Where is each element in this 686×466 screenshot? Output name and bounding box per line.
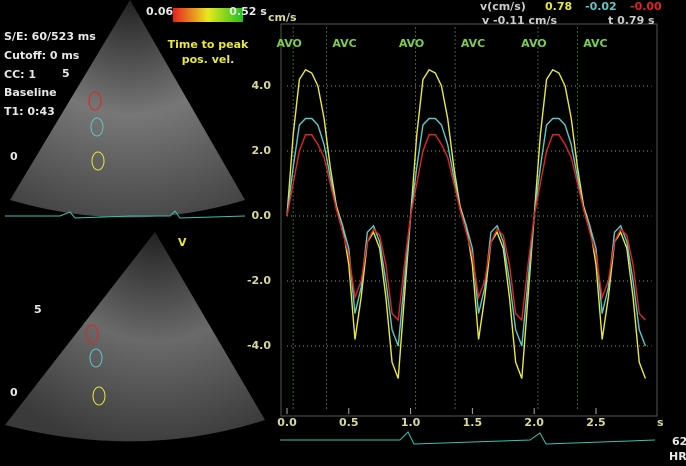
event-label: AVO <box>521 37 546 50</box>
screen: S/E: 60/523 ms Cutoff: 0 ms CC: 1 Baseli… <box>0 0 686 466</box>
depth-label: 0 <box>10 386 18 399</box>
info: Cutoff: 0 ms <box>4 49 80 62</box>
depth-label: 5 <box>62 67 70 80</box>
echo-image-bottom <box>5 232 265 441</box>
y-axis-label: cm/s <box>268 11 297 24</box>
header: -0.02 <box>585 0 617 13</box>
x-tick-label: 1.5 <box>463 416 483 429</box>
y-tick-label: 2.0 <box>252 144 272 157</box>
info: Baseline <box>4 86 57 99</box>
x-tick-label: 0.5 <box>339 416 359 429</box>
scale-title: pos. vel. <box>182 53 235 66</box>
y-tick-label: -2.0 <box>247 274 271 287</box>
plot-frame <box>281 24 657 416</box>
y-tick-label: 0.0 <box>252 209 272 222</box>
x-tick-label: 2.5 <box>586 416 606 429</box>
scale-title: Time to peak <box>168 38 249 51</box>
scale-label: 0.06 <box>146 5 173 18</box>
info: T1: 0:43 <box>4 105 55 118</box>
info: S/E: 60/523 ms <box>4 30 96 43</box>
info: CC: 1 <box>4 68 36 81</box>
event-label: AVC <box>583 37 607 50</box>
x-tick-label: 1.0 <box>401 416 421 429</box>
header: v -0.11 cm/s <box>482 14 558 27</box>
event-label: AVC <box>461 37 485 50</box>
depth-label: 0 <box>10 150 18 163</box>
y-tick-label: 4.0 <box>252 79 272 92</box>
event-label: AVO <box>399 37 424 50</box>
event-label: AVC <box>332 37 356 50</box>
page: S/E: 60/523 ms Cutoff: 0 ms CC: 1 Baseli… <box>0 0 686 466</box>
x-tick-label: 2.0 <box>524 416 544 429</box>
ecg-trace <box>280 432 655 444</box>
header: 0.78 <box>545 0 572 13</box>
hr-label: HR <box>669 450 686 463</box>
header: v(cm/s) <box>480 0 526 13</box>
marker: V <box>178 236 187 249</box>
hr: 62 <box>672 435 686 448</box>
header: t 0.79 s <box>608 14 655 27</box>
x-axis-label: s <box>657 416 664 429</box>
event-label: AVO <box>276 37 301 50</box>
depth-label: 5 <box>34 303 42 316</box>
header: -0.00 <box>630 0 662 13</box>
y-tick-label: -4.0 <box>247 339 271 352</box>
scale-label: 0.52 s <box>229 5 267 18</box>
x-tick-label: 0.0 <box>277 416 297 429</box>
